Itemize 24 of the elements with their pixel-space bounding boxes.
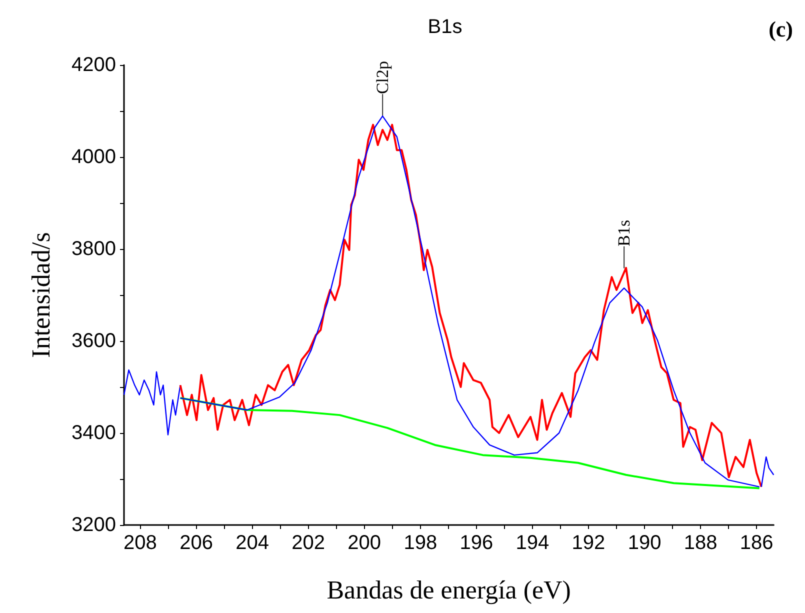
text: (c)	[768, 16, 794, 42]
x-tick-label: 202	[292, 532, 326, 554]
x-tick-label: 186	[740, 532, 774, 554]
x-tick-label: 192	[572, 532, 606, 554]
y-tick-label: 3800	[72, 238, 116, 260]
y-axis-title: Intensidad/s	[26, 232, 56, 358]
annotation: B1s	[614, 220, 634, 246]
x-tick-label: 188	[684, 532, 718, 554]
x-tick-label: 208	[124, 532, 157, 554]
chart-title: B1s	[428, 16, 462, 38]
x-tick-label: 190	[628, 532, 662, 554]
y-tick-label: 3200	[72, 514, 116, 536]
x-tick-label: 206	[180, 532, 213, 554]
x-axis-title: Bandas de energía (eV)	[326, 576, 571, 604]
y-tick-label: 4200	[72, 54, 116, 76]
x-tick-label: 196	[460, 532, 494, 554]
x-tick-label: 204	[236, 532, 269, 554]
y-tick-label: 3600	[72, 330, 116, 352]
y-tick-label: 3400	[72, 422, 116, 444]
x-tick-label: 200	[348, 532, 382, 554]
x-tick-label: 194	[516, 532, 550, 554]
y-tick-label: 4000	[72, 146, 116, 168]
annotation: Cl2p	[373, 60, 392, 94]
x-tick-label: 198	[404, 532, 438, 554]
